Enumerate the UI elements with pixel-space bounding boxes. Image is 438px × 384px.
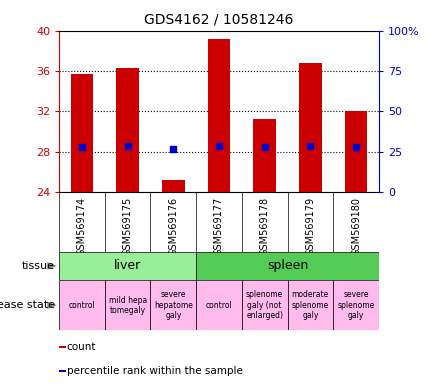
Text: GSM569179: GSM569179	[305, 197, 315, 256]
Point	[124, 143, 131, 149]
Text: spleen: spleen	[267, 260, 308, 272]
Text: mild hepa
tomegaly: mild hepa tomegaly	[109, 296, 147, 315]
Text: splenome
galy (not
enlarged): splenome galy (not enlarged)	[246, 290, 283, 320]
Text: liver: liver	[114, 260, 141, 272]
Bar	[196, 252, 379, 280]
Text: control: control	[69, 301, 95, 310]
Point	[78, 144, 85, 150]
Bar	[162, 180, 185, 192]
Text: GSM569177: GSM569177	[214, 197, 224, 256]
Text: control: control	[205, 301, 233, 310]
Bar	[151, 280, 196, 330]
Bar	[333, 280, 379, 330]
Bar	[116, 68, 139, 192]
Text: GSM569176: GSM569176	[168, 197, 178, 256]
Point	[215, 142, 223, 149]
Text: moderate
splenome
galy: moderate splenome galy	[292, 290, 329, 320]
Point	[307, 142, 314, 149]
Bar	[59, 346, 66, 348]
Bar	[242, 280, 287, 330]
Text: tissue: tissue	[22, 261, 55, 271]
Bar	[71, 74, 93, 192]
Title: GDS4162 / 10581246: GDS4162 / 10581246	[144, 13, 294, 27]
Point	[170, 146, 177, 152]
Polygon shape	[47, 301, 57, 309]
Bar	[208, 39, 230, 192]
Bar	[196, 280, 242, 330]
Text: GSM569180: GSM569180	[351, 197, 361, 256]
Text: disease state: disease state	[0, 300, 55, 310]
Bar	[59, 252, 196, 280]
Bar	[59, 370, 66, 372]
Point	[353, 144, 360, 150]
Polygon shape	[47, 262, 57, 270]
Text: severe
hepatome
galy: severe hepatome galy	[154, 290, 193, 320]
Point	[261, 144, 268, 151]
Text: GSM569175: GSM569175	[123, 197, 133, 256]
Text: GSM569178: GSM569178	[260, 197, 270, 256]
Bar	[253, 119, 276, 192]
Bar	[345, 111, 367, 192]
Text: percentile rank within the sample: percentile rank within the sample	[67, 366, 243, 376]
Text: GSM569174: GSM569174	[77, 197, 87, 256]
Bar	[299, 63, 322, 192]
Text: severe
splenome
galy: severe splenome galy	[337, 290, 374, 320]
Bar	[59, 280, 105, 330]
Text: count: count	[67, 342, 96, 352]
Bar	[105, 280, 151, 330]
Bar	[287, 280, 333, 330]
